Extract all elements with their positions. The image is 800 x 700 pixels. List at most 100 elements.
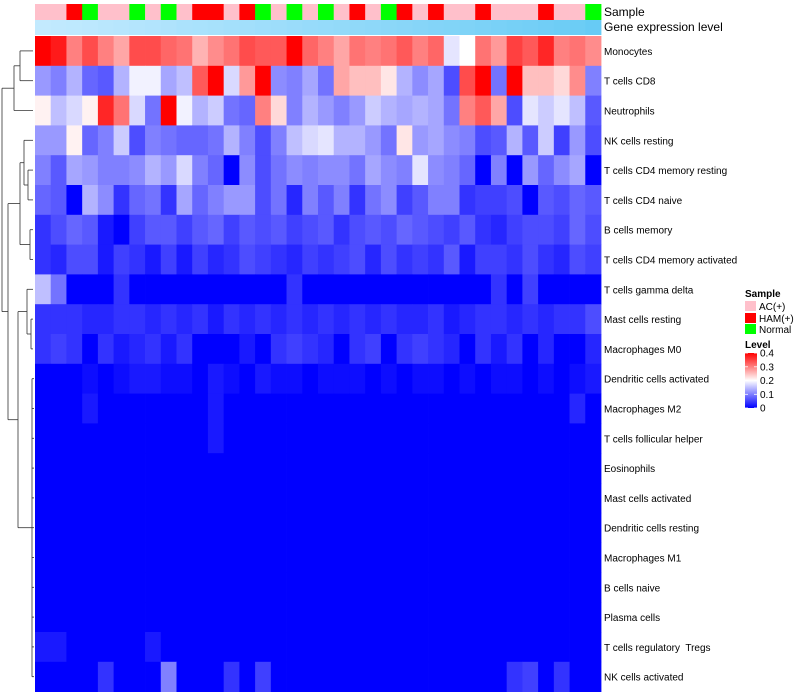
sample-cell — [460, 4, 476, 20]
heatmap-cell — [554, 394, 570, 424]
heatmap-cell — [51, 572, 67, 602]
level-legend: Level 0.4 0.3 0.2 0.1 0 — [745, 340, 774, 415]
heatmap-cell — [66, 125, 82, 155]
heatmap-cell — [302, 215, 318, 245]
heatmap-cell — [66, 602, 82, 632]
heatmap-cell — [334, 155, 350, 185]
heatmap-cell — [287, 572, 303, 602]
heatmap-cell — [349, 274, 365, 304]
heatmap-cell — [491, 364, 507, 394]
heatmap-cell — [491, 36, 507, 66]
heatmap-cell — [318, 513, 334, 543]
legend-label-normal: Normal — [759, 325, 791, 336]
heatmap-cell — [177, 304, 193, 334]
heatmap-cell — [538, 394, 554, 424]
row-label: NK cells activated — [604, 673, 683, 684]
heatmap-cell — [208, 572, 224, 602]
heatmap-cell — [255, 662, 271, 692]
row-label: T cells follicular helper — [604, 434, 703, 445]
heatmap-cell — [585, 125, 601, 155]
heatmap-cell — [66, 96, 82, 126]
heatmap-cell — [302, 185, 318, 215]
heatmap-cell — [460, 155, 476, 185]
heatmap-cell — [460, 543, 476, 573]
heatmap-cell — [66, 423, 82, 453]
heatmap-cell — [381, 304, 397, 334]
sample-annotation-label: Sample — [604, 5, 645, 19]
heatmap-cell — [444, 155, 460, 185]
heatmap-cell — [334, 453, 350, 483]
heatmap-cell — [507, 543, 523, 573]
heatmap-cell — [381, 66, 397, 96]
heatmap-cell — [538, 125, 554, 155]
heatmap-cell — [224, 394, 240, 424]
heatmap-cell — [208, 334, 224, 364]
heatmap-cell — [129, 453, 145, 483]
heatmap-cell — [224, 155, 240, 185]
heatmap-cell — [129, 513, 145, 543]
row-label: Neutrophils — [604, 107, 655, 118]
sample-cell — [570, 4, 586, 20]
gene-cell — [491, 20, 507, 35]
heatmap-cell — [381, 394, 397, 424]
heatmap-cell — [318, 334, 334, 364]
heatmap-cell — [224, 125, 240, 155]
heatmap-cell — [381, 632, 397, 662]
heatmap-cell — [98, 185, 114, 215]
heatmap-cell — [428, 572, 444, 602]
heatmap-cell — [381, 125, 397, 155]
heatmap-cell — [349, 394, 365, 424]
heatmap-cell — [177, 483, 193, 513]
heatmap-cell — [318, 602, 334, 632]
heatmap-cell — [161, 543, 177, 573]
heatmap-cell — [82, 304, 98, 334]
heatmap-cell — [334, 334, 350, 364]
heatmap-cell — [302, 394, 318, 424]
heatmap-cell — [397, 364, 413, 394]
heatmap-cell — [349, 543, 365, 573]
gene-cell — [224, 20, 240, 35]
heatmap-cell — [349, 453, 365, 483]
row-label: Dendritic cells activated — [604, 375, 709, 386]
level-tick-label: 0.2 — [760, 376, 774, 387]
heatmap-cell — [491, 125, 507, 155]
heatmap-cell — [570, 96, 586, 126]
heatmap-cell — [507, 36, 523, 66]
heatmap-cell — [208, 513, 224, 543]
heatmap-cell — [381, 602, 397, 632]
heatmap-cell — [585, 453, 601, 483]
heatmap-cell — [35, 304, 51, 334]
heatmap-cell — [287, 423, 303, 453]
heatmap-cell — [208, 453, 224, 483]
heatmap-cell — [287, 483, 303, 513]
sample-annotation-bar — [35, 4, 601, 20]
heatmap-cell — [255, 394, 271, 424]
heatmap-cell — [271, 245, 287, 275]
heatmap-cell — [522, 125, 538, 155]
heatmap-cell — [161, 662, 177, 692]
heatmap-cell — [444, 66, 460, 96]
heatmap-cell — [554, 185, 570, 215]
heatmap-cell — [66, 215, 82, 245]
heatmap-cell — [129, 602, 145, 632]
heatmap-cell — [428, 125, 444, 155]
heatmap-cell — [428, 274, 444, 304]
heatmap-cell — [224, 602, 240, 632]
heatmap-cell — [145, 215, 161, 245]
heatmap-cell — [302, 304, 318, 334]
heatmap-cell — [98, 215, 114, 245]
heatmap-cell — [428, 394, 444, 424]
heatmap-cell — [349, 632, 365, 662]
heatmap-cell — [255, 453, 271, 483]
heatmap-cell — [35, 483, 51, 513]
heatmap-cell — [287, 304, 303, 334]
heatmap-cell — [145, 36, 161, 66]
heatmap-cell — [318, 453, 334, 483]
heatmap-cell — [334, 632, 350, 662]
heatmap-cell — [271, 602, 287, 632]
heatmap-cell — [491, 274, 507, 304]
heatmap-cell — [507, 394, 523, 424]
heatmap-cell — [114, 602, 130, 632]
heatmap-cell — [114, 66, 130, 96]
heatmap-cell — [271, 423, 287, 453]
